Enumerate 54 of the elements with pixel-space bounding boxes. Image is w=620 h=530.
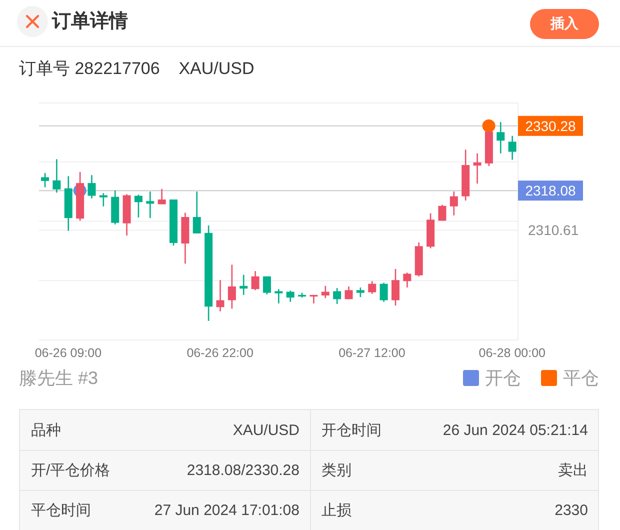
candlestick: [391, 268, 400, 306]
text: 2318.08/2330.28: [186, 462, 300, 479]
candlestick: [251, 270, 260, 291]
candlestick: [403, 272, 412, 288]
candlestick: [41, 172, 49, 188]
candlestick: [228, 264, 236, 310]
text: 止损: [322, 501, 352, 520]
y-tick-label: 2310.61: [528, 222, 579, 238]
x-tick-label: 06-27 12:00: [338, 346, 406, 360]
candlestick: [286, 290, 294, 302]
text: 滕先生 #3: [19, 367, 98, 390]
candlestick: [473, 152, 482, 184]
chart-title: 订单详情: [52, 10, 128, 34]
text: 开/平仓价格: [31, 461, 110, 480]
chart-subtitle: 订单号 282217706 XAU/USD: [19, 58, 254, 80]
candlestick: [380, 282, 388, 302]
candlestick: [192, 190, 201, 234]
candlestick: [496, 121, 505, 154]
candlestick: [274, 288, 283, 304]
candlestick: [321, 285, 330, 299]
candlestick: [262, 276, 271, 296]
x-tick-label: 06-26 09:00: [34, 346, 102, 360]
candlestick: [240, 274, 248, 296]
candlestick: [99, 192, 108, 208]
candlestick: [368, 280, 376, 295]
text: 2330: [554, 502, 588, 519]
candlestick: [356, 286, 364, 298]
text: 开仓时间: [322, 420, 382, 440]
candlestick: [333, 287, 342, 305]
text: 品种: [31, 420, 61, 440]
candlestick: [146, 190, 154, 219]
candlestick: [134, 194, 142, 218]
candlestick: [438, 204, 446, 222]
text: 26 Jun 2024 05:21:14: [442, 422, 588, 438]
legend-label: 开仓: [485, 367, 521, 390]
candlestick: [450, 190, 458, 216]
candlestick: [310, 294, 318, 304]
candlestick: [52, 158, 61, 194]
text: 卖出: [558, 461, 588, 480]
candlestick: [344, 286, 353, 300]
text: 类别: [322, 461, 352, 480]
text: XAU/USD: [232, 422, 300, 438]
text: 平仓时间: [31, 501, 91, 520]
candlestick: [88, 174, 96, 200]
candlestick: [508, 135, 516, 160]
candlestick: [158, 188, 166, 205]
text: 27 Jun 2024 17:01:08: [154, 502, 300, 519]
y-tick-label: 2330.28: [525, 118, 576, 134]
legend-label: 平仓: [563, 367, 599, 390]
x-tick-label: 06-26 22:00: [186, 346, 254, 360]
insert-button: 插入: [530, 9, 599, 39]
y-tick-label: 2318.08: [525, 182, 576, 198]
candlestick: [216, 279, 224, 312]
x-tick-label: 06-28 00:00: [478, 346, 546, 360]
